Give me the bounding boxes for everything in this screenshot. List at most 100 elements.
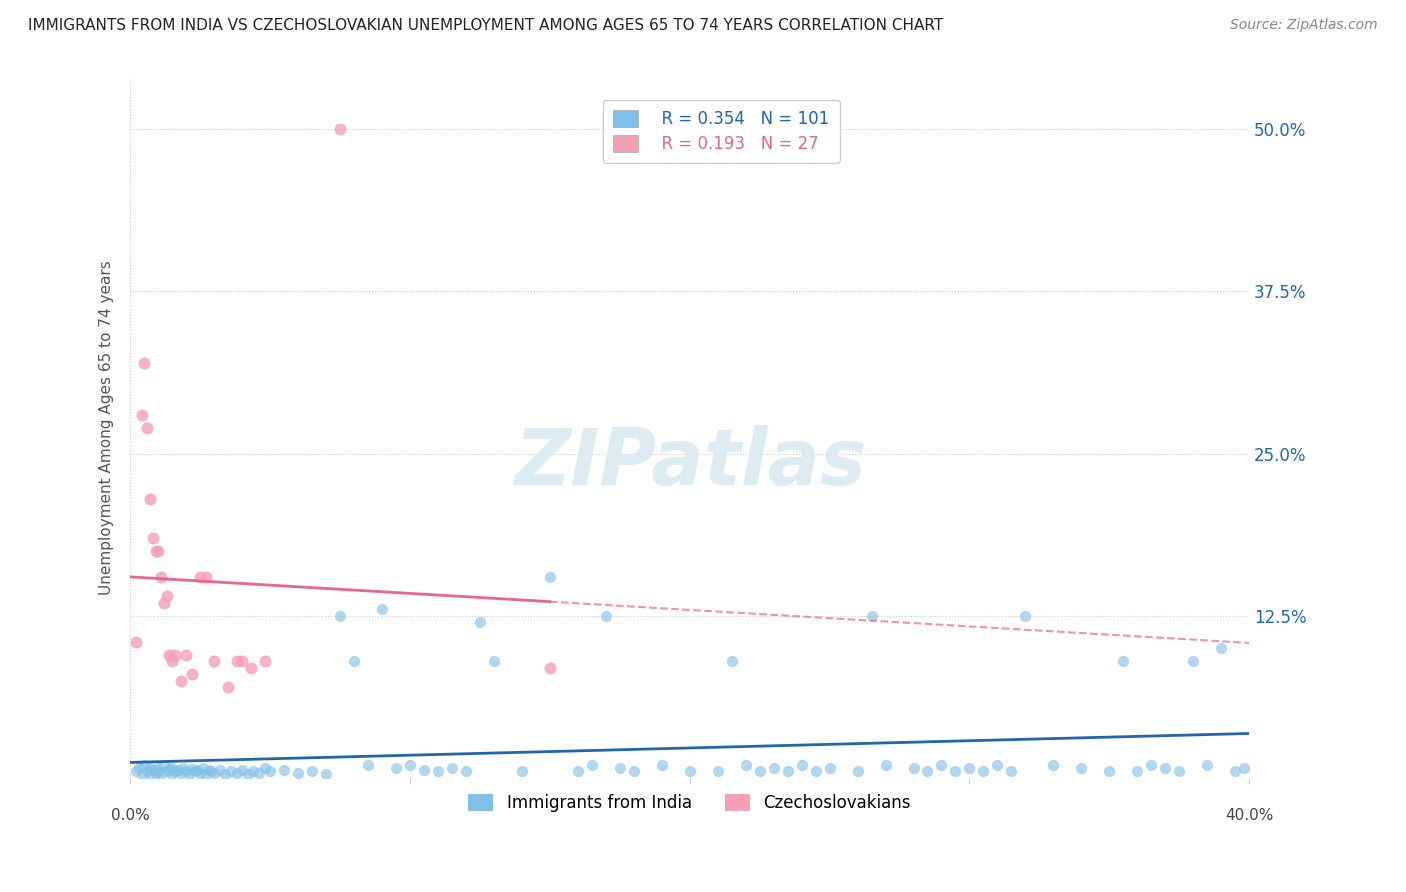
- Point: [136, 420, 159, 434]
- Point: [219, 764, 242, 779]
- Text: IMMIGRANTS FROM INDIA VS CZECHOSLOVAKIAN UNEMPLOYMENT AMONG AGES 65 TO 74 YEARS : IMMIGRANTS FROM INDIA VS CZECHOSLOVAKIAN…: [28, 18, 943, 33]
- Point: [413, 763, 436, 777]
- Point: [986, 758, 1008, 772]
- Point: [315, 767, 337, 781]
- Point: [301, 764, 323, 779]
- Point: [142, 763, 165, 777]
- Point: [253, 654, 276, 668]
- Point: [139, 767, 162, 781]
- Point: [125, 764, 148, 779]
- Point: [1126, 764, 1149, 779]
- Point: [581, 758, 603, 772]
- Point: [134, 758, 156, 772]
- Point: [931, 758, 953, 772]
- Point: [214, 767, 236, 781]
- Point: [156, 764, 179, 779]
- Point: [150, 570, 173, 584]
- Point: [139, 491, 162, 506]
- Point: [225, 765, 247, 780]
- Text: 0.0%: 0.0%: [111, 808, 149, 823]
- Point: [790, 758, 813, 772]
- Point: [150, 767, 173, 781]
- Point: [510, 764, 533, 779]
- Point: [538, 570, 561, 584]
- Point: [162, 767, 184, 781]
- Point: [1098, 764, 1121, 779]
- Text: ZIPatlas: ZIPatlas: [513, 425, 866, 500]
- Point: [145, 544, 167, 558]
- Point: [1000, 764, 1022, 779]
- Point: [148, 764, 170, 779]
- Point: [159, 762, 181, 776]
- Point: [329, 122, 352, 136]
- Point: [131, 408, 153, 422]
- Point: [172, 760, 194, 774]
- Point: [159, 648, 181, 662]
- Point: [202, 765, 225, 780]
- Point: [567, 764, 589, 779]
- Point: [225, 654, 247, 668]
- Point: [623, 764, 645, 779]
- Text: 40.0%: 40.0%: [1225, 808, 1274, 823]
- Point: [156, 590, 179, 604]
- Point: [273, 763, 295, 777]
- Point: [679, 764, 702, 779]
- Point: [153, 596, 176, 610]
- Legend: Immigrants from India, Czechoslovakians: Immigrants from India, Czechoslovakians: [461, 787, 918, 819]
- Point: [180, 667, 202, 681]
- Point: [1232, 760, 1254, 774]
- Point: [136, 764, 159, 779]
- Point: [818, 760, 841, 774]
- Point: [468, 615, 491, 630]
- Point: [427, 764, 450, 779]
- Point: [720, 654, 742, 668]
- Point: [148, 760, 170, 774]
- Point: [762, 760, 785, 774]
- Point: [174, 648, 197, 662]
- Point: [357, 758, 380, 772]
- Point: [972, 764, 994, 779]
- Point: [748, 764, 770, 779]
- Point: [917, 764, 939, 779]
- Point: [259, 764, 281, 779]
- Point: [165, 764, 187, 779]
- Point: [162, 654, 184, 668]
- Point: [153, 758, 176, 772]
- Point: [253, 760, 276, 774]
- Point: [191, 760, 214, 774]
- Point: [776, 764, 799, 779]
- Point: [236, 767, 259, 781]
- Point: [188, 570, 211, 584]
- Point: [482, 654, 505, 668]
- Point: [242, 764, 264, 779]
- Point: [134, 356, 156, 370]
- Point: [183, 764, 205, 779]
- Point: [208, 763, 231, 777]
- Point: [202, 654, 225, 668]
- Point: [170, 765, 193, 780]
- Point: [706, 764, 728, 779]
- Point: [170, 673, 193, 688]
- Point: [875, 758, 897, 772]
- Point: [167, 763, 190, 777]
- Point: [1112, 654, 1135, 668]
- Point: [804, 764, 827, 779]
- Point: [860, 608, 883, 623]
- Point: [139, 760, 162, 774]
- Point: [148, 544, 170, 558]
- Point: [454, 764, 477, 779]
- Point: [165, 648, 187, 662]
- Point: [231, 654, 253, 668]
- Point: [1014, 608, 1036, 623]
- Point: [180, 762, 202, 776]
- Point: [194, 570, 217, 584]
- Point: [194, 767, 217, 781]
- Point: [247, 765, 270, 780]
- Point: [385, 760, 408, 774]
- Point: [1042, 758, 1064, 772]
- Point: [440, 760, 463, 774]
- Point: [200, 764, 222, 779]
- Point: [959, 760, 981, 774]
- Point: [651, 758, 673, 772]
- Point: [371, 602, 394, 616]
